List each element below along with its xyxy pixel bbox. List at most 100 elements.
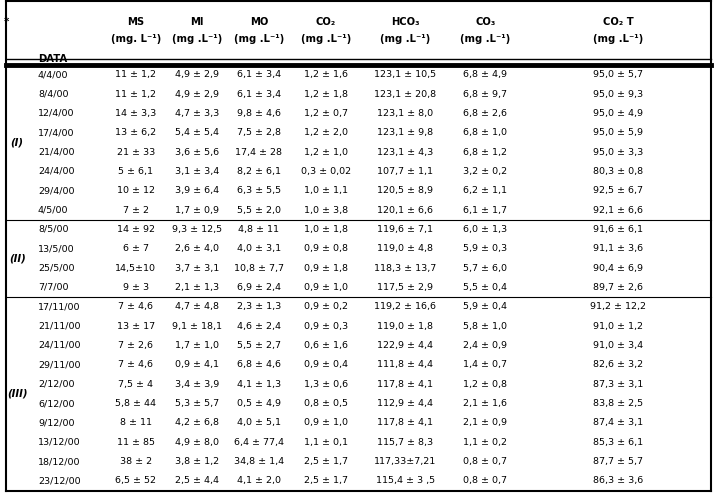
Text: 95,0 ± 9,3: 95,0 ± 9,3 [593,90,644,99]
Text: 123,1 ± 8,0: 123,1 ± 8,0 [378,109,433,118]
Text: 87,7 ± 5,7: 87,7 ± 5,7 [593,457,644,466]
Text: 120,1 ± 6,6: 120,1 ± 6,6 [378,206,433,214]
Text: 13 ± 6,2: 13 ± 6,2 [115,128,157,137]
Text: 4,1 ± 1,3: 4,1 ± 1,3 [237,380,281,388]
Text: 4,1 ± 2,0: 4,1 ± 2,0 [237,476,281,486]
Text: 5,3 ± 5,7: 5,3 ± 5,7 [174,399,219,408]
Text: 1,4 ± 0,7: 1,4 ± 0,7 [463,360,508,369]
Text: 6,1 ± 3,4: 6,1 ± 3,4 [237,90,281,99]
Text: 0,9 ± 1,0: 0,9 ± 1,0 [304,419,348,427]
Text: 14 ± 3,3: 14 ± 3,3 [115,109,157,118]
Text: 38 ± 2: 38 ± 2 [120,457,152,466]
Text: 6,9 ± 2,4: 6,9 ± 2,4 [237,283,281,292]
Text: CO₂ T: CO₂ T [603,17,634,27]
Text: 24/4/00: 24/4/00 [38,167,74,176]
Text: 9,3 ± 12,5: 9,3 ± 12,5 [172,225,222,234]
Text: 6,1 ± 3,4: 6,1 ± 3,4 [237,70,281,79]
Text: 95,0 ± 5,7: 95,0 ± 5,7 [593,70,644,79]
Text: 80,3 ± 0,8: 80,3 ± 0,8 [593,167,644,176]
Text: 0,9 ± 4,1: 0,9 ± 4,1 [174,360,219,369]
Text: 4,9 ± 2,9: 4,9 ± 2,9 [174,90,219,99]
Text: 1,2 ± 0,8: 1,2 ± 0,8 [463,380,508,388]
Text: 91,0 ± 3,4: 91,0 ± 3,4 [593,341,644,350]
Text: 4/5/00: 4/5/00 [38,206,69,214]
Text: (I): (I) [11,138,24,147]
Text: 6,0 ± 1,3: 6,0 ± 1,3 [463,225,508,234]
Text: 7/7/00: 7/7/00 [38,283,69,292]
Text: 123,1 ± 10,5: 123,1 ± 10,5 [375,70,436,79]
Text: 0,6 ± 1,6: 0,6 ± 1,6 [304,341,348,350]
Text: 10 ± 12: 10 ± 12 [117,186,155,195]
Text: 7 ± 2: 7 ± 2 [123,206,149,214]
Text: 89,7 ± 2,6: 89,7 ± 2,6 [593,283,644,292]
Text: 18/12/00: 18/12/00 [38,457,80,466]
Text: 21/11/00: 21/11/00 [38,321,80,331]
Text: 11 ± 85: 11 ± 85 [117,438,155,447]
Text: 3,7 ± 3,1: 3,7 ± 3,1 [174,264,219,273]
Text: MI: MI [190,17,203,27]
Text: 2,6 ± 4,0: 2,6 ± 4,0 [174,245,219,253]
Text: 8/4/00: 8/4/00 [38,90,69,99]
Text: 117,5 ± 2,9: 117,5 ± 2,9 [378,283,433,292]
Text: 11 ± 1,2: 11 ± 1,2 [115,70,157,79]
Text: 5 ± 6,1: 5 ± 6,1 [119,167,153,176]
Text: 4,9 ± 8,0: 4,9 ± 8,0 [174,438,219,447]
Text: 2,5 ± 1,7: 2,5 ± 1,7 [304,476,348,486]
Text: 13/12/00: 13/12/00 [38,438,81,447]
Text: 9/12/00: 9/12/00 [38,419,74,427]
Text: 2,3 ± 1,3: 2,3 ± 1,3 [237,302,281,311]
Text: 6,5 ± 52: 6,5 ± 52 [115,476,157,486]
Text: 13/5/00: 13/5/00 [38,245,74,253]
Text: (mg. L⁻¹): (mg. L⁻¹) [111,35,161,44]
Text: 1,2 ± 0,7: 1,2 ± 0,7 [304,109,348,118]
Text: 2/12/00: 2/12/00 [38,380,74,388]
Text: 6,8 ± 1,2: 6,8 ± 1,2 [463,147,508,157]
Text: 115,4 ± 3 ,5: 115,4 ± 3 ,5 [376,476,435,486]
Text: 0,8 ± 0,7: 0,8 ± 0,7 [463,476,508,486]
Text: CO₂: CO₂ [316,17,336,27]
Text: 1,3 ± 0,6: 1,3 ± 0,6 [304,380,348,388]
Text: 119,2 ± 16,6: 119,2 ± 16,6 [375,302,436,311]
Text: 17/11/00: 17/11/00 [38,302,80,311]
Text: (mg .L⁻¹): (mg .L⁻¹) [593,35,644,44]
Text: 95,0 ± 3,3: 95,0 ± 3,3 [593,147,644,157]
Text: 17/4/00: 17/4/00 [38,128,74,137]
Text: 13 ± 17: 13 ± 17 [117,321,155,331]
Text: 91,6 ± 6,1: 91,6 ± 6,1 [593,225,644,234]
Text: 9 ± 3: 9 ± 3 [123,283,149,292]
Text: 4,8 ± 11: 4,8 ± 11 [238,225,280,234]
Text: 119,0 ± 1,8: 119,0 ± 1,8 [378,321,433,331]
Text: 87,4 ± 3,1: 87,4 ± 3,1 [593,419,644,427]
Text: (mg .L⁻¹): (mg .L⁻¹) [301,35,351,44]
Text: MS: MS [127,17,144,27]
Text: 1,1 ± 0,1: 1,1 ± 0,1 [304,438,348,447]
Text: 8,2 ± 6,1: 8,2 ± 6,1 [237,167,281,176]
Text: 6,8 ± 9,7: 6,8 ± 9,7 [463,90,508,99]
Text: 4,0 ± 5,1: 4,0 ± 5,1 [237,419,281,427]
Text: 92,1 ± 6,6: 92,1 ± 6,6 [593,206,644,214]
Text: 3,4 ± 3,9: 3,4 ± 3,9 [174,380,219,388]
Text: 119,0 ± 4,8: 119,0 ± 4,8 [378,245,433,253]
Text: 6,2 ± 1,1: 6,2 ± 1,1 [463,186,508,195]
Text: 7 ± 4,6: 7 ± 4,6 [119,360,153,369]
Text: 11 ± 1,2: 11 ± 1,2 [115,90,157,99]
Text: 5,5 ± 2,7: 5,5 ± 2,7 [237,341,281,350]
Text: 1,2 ± 1,0: 1,2 ± 1,0 [304,147,348,157]
Text: 4,7 ± 4,8: 4,7 ± 4,8 [174,302,219,311]
Text: 123,1 ± 4,3: 123,1 ± 4,3 [378,147,433,157]
Text: 4/4/00: 4/4/00 [38,70,69,79]
Text: 3,9 ± 6,4: 3,9 ± 6,4 [174,186,219,195]
Text: 1,1 ± 0,2: 1,1 ± 0,2 [463,438,508,447]
Text: 7,5 ± 4: 7,5 ± 4 [119,380,153,388]
Text: 10,8 ± 7,7: 10,8 ± 7,7 [234,264,284,273]
Text: 90,4 ± 6,9: 90,4 ± 6,9 [593,264,644,273]
Text: 9,1 ± 18,1: 9,1 ± 18,1 [172,321,222,331]
Text: 117,8 ± 4,1: 117,8 ± 4,1 [378,419,433,427]
Text: 117,33±7,21: 117,33±7,21 [374,457,437,466]
Text: 95,0 ± 4,9: 95,0 ± 4,9 [593,109,644,118]
Text: 92,5 ± 6,7: 92,5 ± 6,7 [593,186,644,195]
Text: 87,3 ± 3,1: 87,3 ± 3,1 [593,380,644,388]
Text: 24/11/00: 24/11/00 [38,341,80,350]
Text: 86,3 ± 3,6: 86,3 ± 3,6 [593,476,644,486]
Text: 83,8 ± 2,5: 83,8 ± 2,5 [593,399,644,408]
